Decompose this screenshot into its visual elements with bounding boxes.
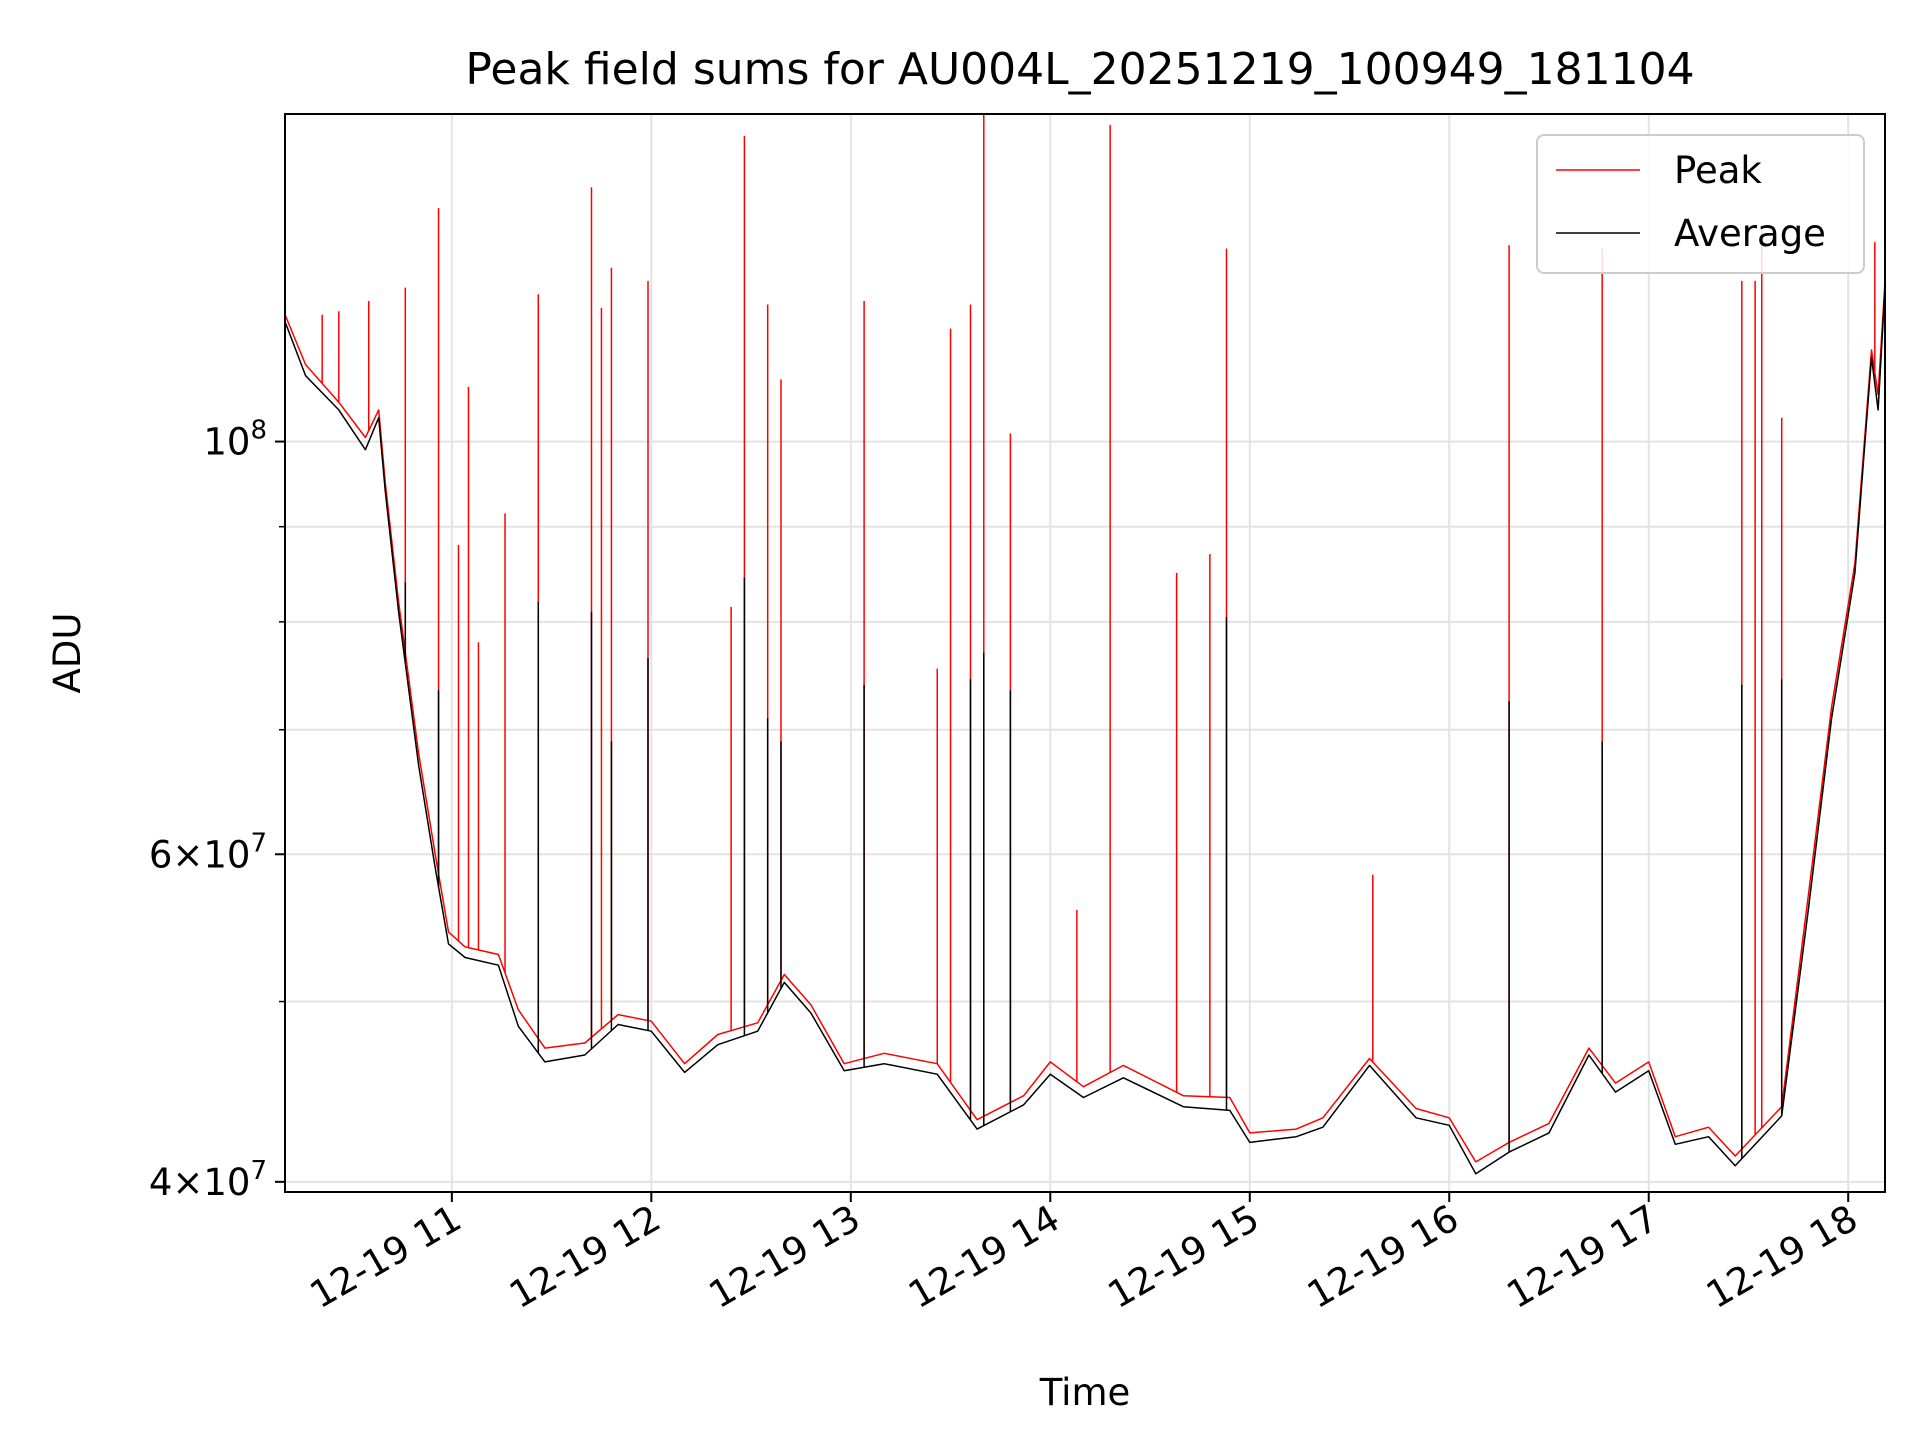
y-tick-label: 6×107 (149, 828, 267, 876)
series-average (285, 287, 1885, 1175)
y-tick-label: 108 (203, 416, 267, 464)
grid (285, 114, 1885, 1192)
chart-title: Peak field sums for AU004L_20251219_1009… (465, 44, 1694, 95)
y-tick-label-base: 6×10 (149, 833, 251, 876)
y-axis-label: ADU (46, 613, 89, 694)
series-peak (285, 114, 1885, 1163)
series-average-line (285, 287, 1885, 1175)
x-axis-label: Time (1039, 1371, 1131, 1414)
legend-peak-label: Peak (1674, 149, 1762, 192)
legend-average-label: Average (1674, 212, 1826, 255)
y-tick-label-exponent: 7 (250, 1156, 267, 1186)
series-layer (285, 114, 1885, 1175)
y-tick-label-exponent: 7 (250, 828, 267, 858)
plot-area (284, 113, 1886, 1193)
y-tick-label-exponent: 8 (250, 416, 267, 446)
legend: Peak Average (1536, 134, 1865, 274)
plot-frame (284, 113, 1886, 1193)
y-tick-label-base: 4×10 (149, 1161, 251, 1204)
y-tick-label: 4×107 (149, 1156, 267, 1204)
series-peak-line (285, 280, 1885, 1163)
y-tick-label-base: 10 (203, 421, 250, 464)
